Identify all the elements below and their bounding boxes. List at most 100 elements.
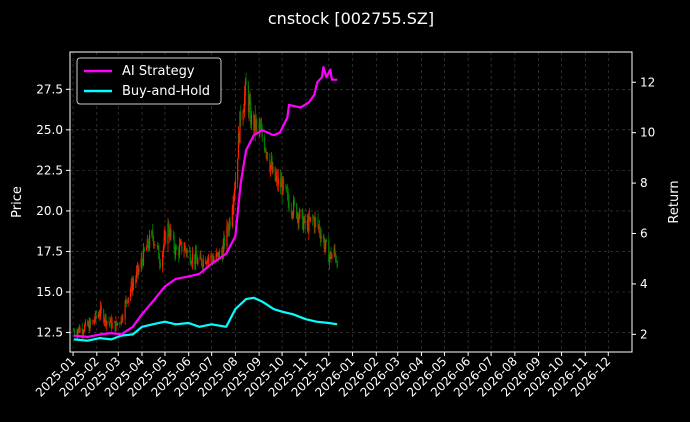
price-candle (197, 259, 199, 264)
price-candle (190, 262, 192, 264)
price-candle (319, 233, 321, 239)
price-candle (234, 180, 236, 190)
price-candle (149, 235, 151, 248)
price-candle (256, 120, 258, 123)
price-candle (87, 321, 89, 326)
price-candle (125, 299, 127, 302)
price-candle (178, 244, 181, 256)
price-candle (207, 258, 209, 263)
price-candle (196, 259, 198, 264)
price-candle (158, 245, 160, 260)
price-candle (207, 257, 210, 259)
price-candle (302, 212, 304, 230)
price-candle (320, 235, 322, 239)
price-candle (132, 282, 135, 284)
price-candle (210, 255, 212, 258)
price-candle (184, 246, 186, 250)
price-candle (200, 255, 202, 259)
price-candle (116, 321, 118, 325)
price-candle (255, 120, 257, 131)
price-candle (287, 192, 289, 202)
price-candle (227, 225, 229, 231)
price-candle (270, 165, 272, 171)
price-candle (281, 181, 283, 195)
price-candle (286, 187, 288, 192)
price-candle (309, 217, 312, 220)
price-candle (254, 114, 256, 131)
price-candle (290, 210, 292, 213)
price-candle (77, 330, 79, 335)
price-candle (325, 240, 327, 246)
price-candle (308, 216, 310, 232)
legend-label-buy-and-hold: Buy-and-Hold (122, 84, 210, 99)
price-candle (292, 200, 295, 214)
price-candle (297, 214, 299, 223)
price-candle (263, 137, 266, 151)
price-candle (242, 112, 244, 121)
price-candle (261, 128, 263, 138)
price-candle (141, 258, 143, 262)
price-candle (180, 241, 182, 243)
y-tick-label: 20.0 (36, 204, 63, 218)
price-candle (274, 166, 276, 181)
price-candle (103, 310, 105, 323)
price-candle (135, 278, 137, 283)
price-candle (138, 268, 140, 273)
price-candle (111, 322, 113, 328)
price-candle (293, 200, 295, 204)
price-candle (92, 320, 94, 324)
price-candle (224, 237, 226, 247)
price-candle (104, 315, 106, 321)
price-candle (163, 237, 165, 247)
price-candle (148, 246, 150, 248)
price-candle (103, 320, 106, 323)
price-candle (174, 249, 176, 256)
price-candle (126, 299, 128, 302)
y2-tick-label: 8 (640, 176, 648, 190)
price-candle (229, 220, 231, 227)
y-tick-label: 17.5 (36, 244, 63, 258)
price-candle (279, 177, 282, 188)
price-candle (218, 251, 220, 259)
price-candle (114, 321, 116, 331)
price-candle (142, 261, 144, 266)
price-candle (276, 175, 278, 178)
price-candle (231, 209, 233, 227)
price-candle (211, 258, 214, 263)
price-candle (325, 240, 328, 242)
price-candle (312, 217, 315, 219)
price-candle (183, 249, 185, 252)
price-candle (185, 246, 187, 250)
price-candle (191, 254, 194, 263)
price-candle (330, 251, 332, 259)
price-candle (240, 111, 242, 121)
y2-tick-label: 10 (640, 126, 655, 140)
price-candle (266, 152, 269, 160)
price-candle (258, 122, 260, 129)
price-candle (307, 220, 309, 232)
price-candle (83, 325, 86, 332)
price-candle (245, 81, 247, 86)
price-candle (299, 209, 301, 218)
price-candle (253, 114, 256, 130)
price-candle (205, 262, 207, 265)
price-candle (88, 322, 90, 331)
price-candle (238, 133, 240, 144)
price-candle (162, 252, 164, 267)
price-candle (216, 253, 218, 255)
legend-label-ai-strategy: AI Strategy (122, 64, 195, 79)
price-candle (239, 111, 241, 144)
price-candle (164, 232, 166, 238)
price-candle (288, 201, 290, 211)
price-candle (333, 248, 335, 255)
price-candle (131, 281, 133, 291)
price-candle (151, 231, 153, 236)
price-candle (143, 248, 145, 251)
price-candle (228, 220, 230, 232)
price-candle (265, 149, 267, 154)
price-candle (136, 266, 138, 272)
price-candles (73, 72, 338, 340)
price-candle (283, 179, 285, 185)
price-candle (99, 314, 101, 316)
price-candle (206, 262, 208, 264)
